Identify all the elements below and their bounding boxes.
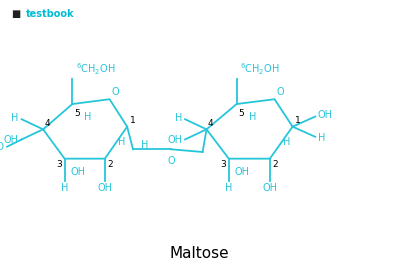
Text: H: H — [283, 137, 290, 147]
Text: 4: 4 — [44, 119, 50, 128]
Text: 4: 4 — [208, 119, 213, 128]
Text: OH: OH — [318, 110, 333, 120]
Text: Maltose: Maltose — [170, 246, 229, 261]
Text: H: H — [175, 113, 182, 123]
Text: H: H — [61, 183, 68, 193]
Text: H: H — [141, 140, 148, 150]
Text: H: H — [84, 112, 92, 122]
Text: OH: OH — [263, 183, 277, 193]
Text: $^6$CH$_2$OH: $^6$CH$_2$OH — [240, 62, 279, 77]
Text: HO: HO — [0, 143, 4, 153]
Text: 3: 3 — [57, 160, 62, 169]
Text: 2: 2 — [272, 160, 278, 169]
Text: O: O — [168, 156, 175, 166]
Text: H: H — [249, 112, 256, 122]
Text: testbook: testbook — [26, 10, 74, 19]
Text: 3: 3 — [221, 160, 227, 169]
Text: 1: 1 — [130, 116, 135, 125]
Text: 5: 5 — [74, 109, 80, 118]
Text: $^6$CH$_2$OH: $^6$CH$_2$OH — [75, 62, 115, 77]
Text: OH: OH — [235, 167, 250, 177]
Text: H: H — [12, 113, 19, 123]
Text: 2: 2 — [107, 160, 113, 169]
Text: H: H — [318, 133, 325, 143]
Text: OH: OH — [4, 135, 19, 145]
Text: 5: 5 — [239, 109, 244, 118]
Text: H: H — [225, 183, 233, 193]
Text: ■: ■ — [11, 10, 20, 19]
Text: 1: 1 — [295, 116, 301, 125]
Text: OH: OH — [97, 183, 113, 193]
Text: OH: OH — [71, 167, 85, 177]
Text: O: O — [277, 86, 284, 97]
Text: H: H — [118, 137, 125, 147]
Text: O: O — [111, 86, 119, 97]
Text: OH: OH — [167, 135, 182, 145]
